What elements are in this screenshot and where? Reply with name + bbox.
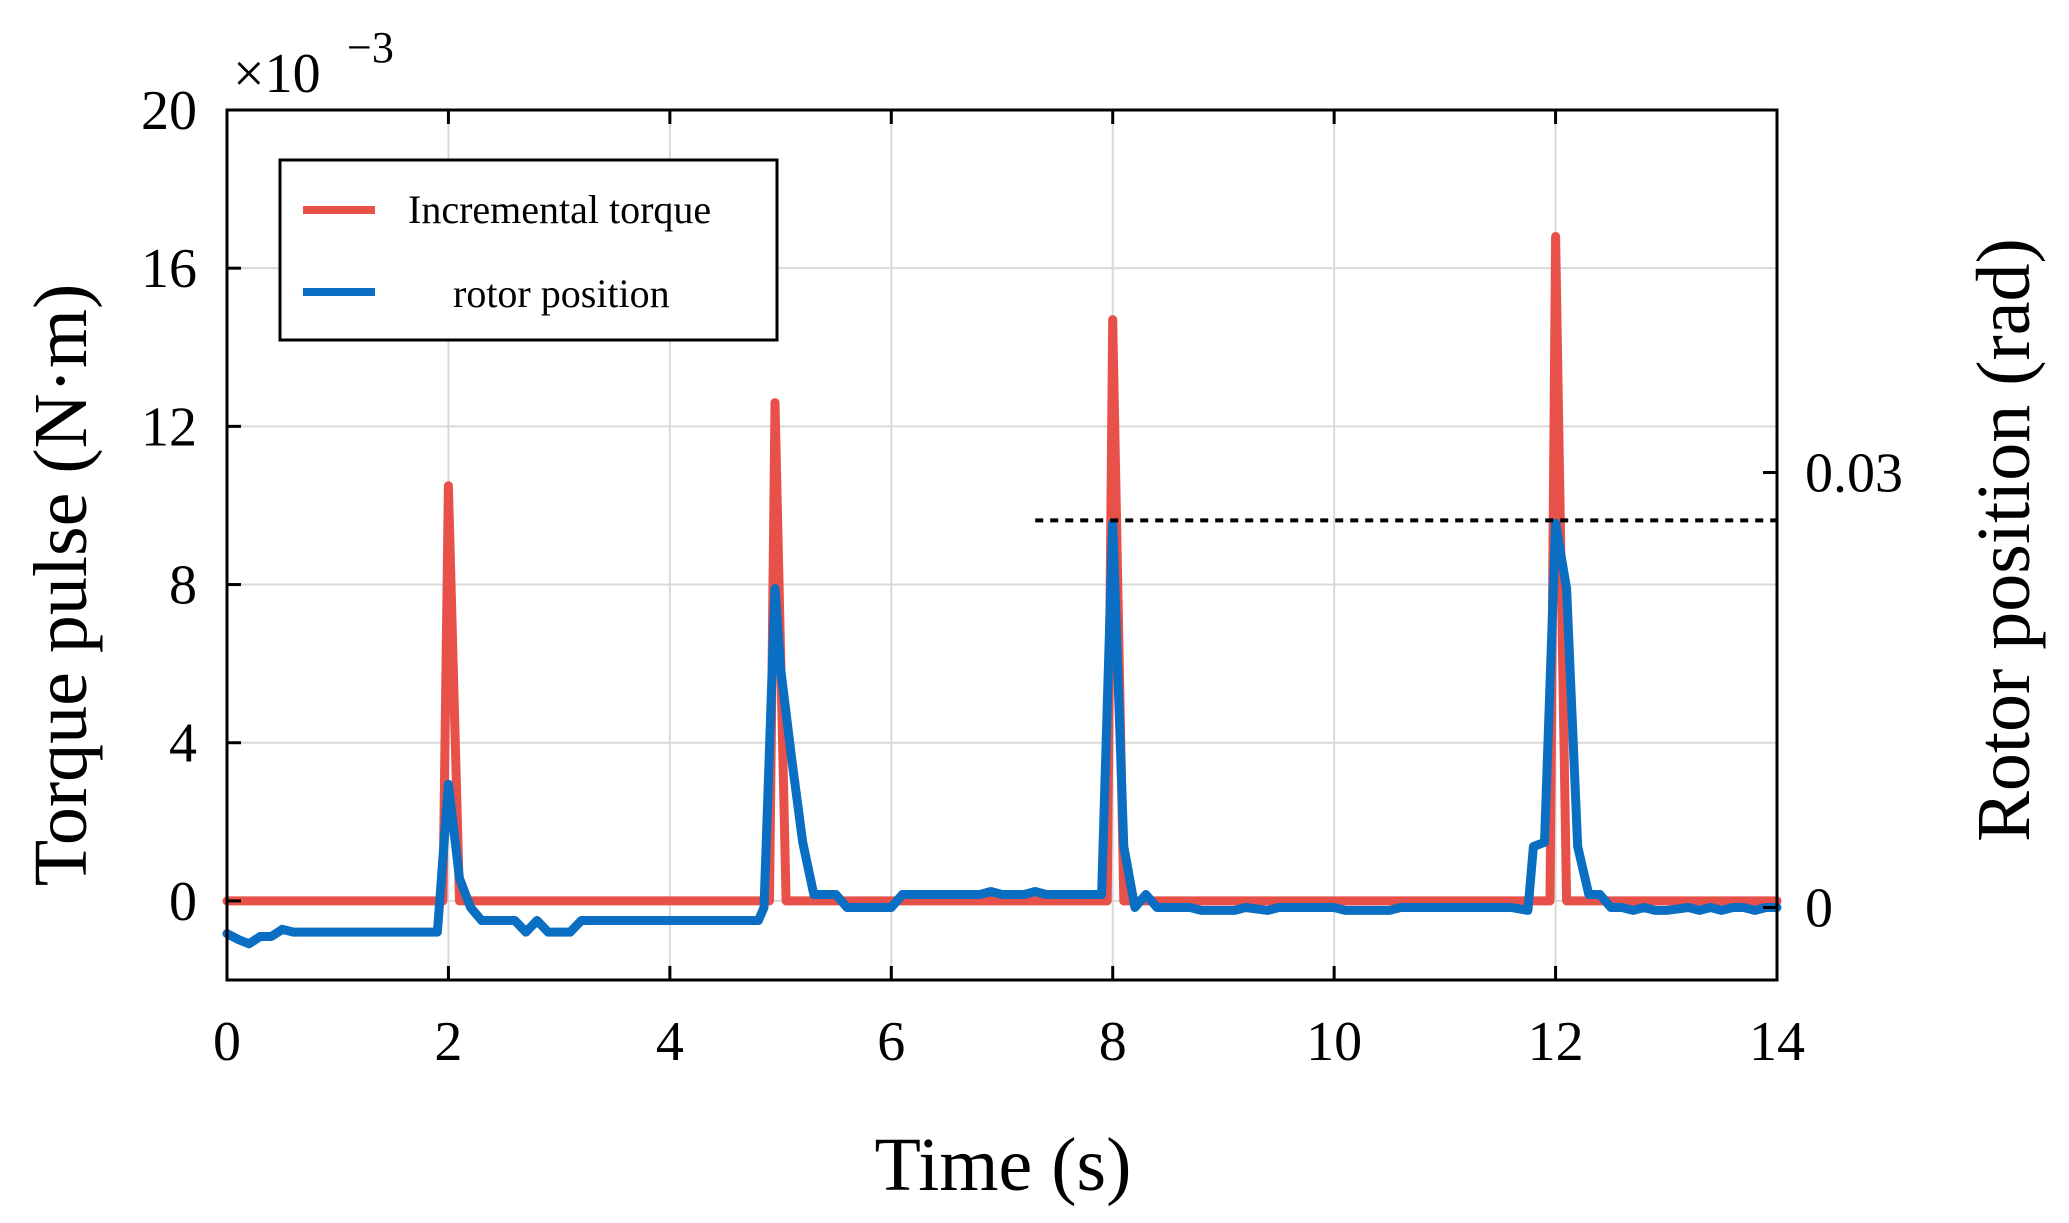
y-left-tick-label: 8 — [169, 555, 197, 617]
x-axis-label: Time (s) — [875, 1123, 1132, 1207]
y-left-tick-label: 16 — [141, 238, 197, 300]
plot-series — [222, 232, 1782, 949]
y-left-tick-label: 20 — [141, 80, 197, 142]
legend: Incremental torque rotor position — [278, 158, 779, 342]
x-tick-label: 0 — [213, 1011, 241, 1073]
y-right-tick-label: 0 — [1805, 878, 1833, 940]
x-tick-label: 10 — [1306, 1011, 1362, 1073]
y-left-exponent-power: −3 — [347, 23, 394, 72]
series-line-rotor-position — [222, 518, 1782, 949]
series-line-incremental-torque — [222, 232, 1782, 906]
x-tick-label: 6 — [877, 1011, 905, 1073]
legend-label-incremental-torque: Incremental torque — [408, 187, 711, 232]
y-axis-right-label: Rotor position (rad) — [1962, 238, 2046, 842]
x-tick-label: 4 — [656, 1011, 684, 1073]
legend-box — [278, 158, 779, 342]
y-left-tick-label: 0 — [169, 871, 197, 933]
y-left-exponent-base: ×10 — [233, 43, 321, 105]
x-tick-label: 12 — [1528, 1011, 1584, 1073]
y-left-tick-label: 4 — [169, 713, 197, 775]
tick-labels: 0 2 4 6 8 10 12 14 0 4 8 12 16 20 0 0.03 — [141, 80, 1903, 1073]
x-tick-label: 8 — [1099, 1011, 1127, 1073]
legend-label-rotor-position: rotor position — [453, 271, 670, 316]
tick-marks — [225, 108, 1779, 980]
x-tick-label: 2 — [434, 1011, 462, 1073]
plot-frame — [225, 108, 1779, 982]
x-tick-label: 14 — [1749, 1011, 1805, 1073]
y-right-tick-label: 0.03 — [1805, 443, 1903, 505]
y-axis-left-label: Torque pulse (N·m) — [19, 284, 103, 887]
y-left-tick-label: 12 — [141, 396, 197, 458]
